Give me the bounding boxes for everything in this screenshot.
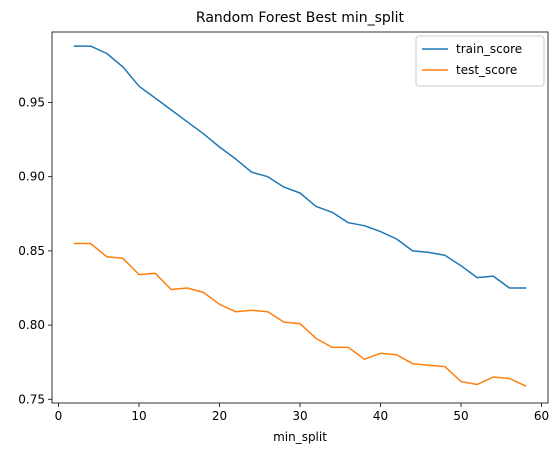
- x-tick-label: 20: [212, 409, 227, 423]
- x-tick-label: 50: [453, 409, 468, 423]
- x-axis: 0 10 20 30 40 50 60: [55, 403, 549, 423]
- x-tick-label: 0: [55, 409, 63, 423]
- plot-frame: [51, 31, 549, 404]
- legend-label: test_score: [456, 63, 517, 77]
- x-tick-label: 60: [534, 409, 549, 423]
- chart-title: Random Forest Best min_split: [196, 10, 405, 26]
- x-tick-label: 40: [373, 409, 388, 423]
- y-tick-label: 0.80: [18, 318, 45, 332]
- legend-label: train_score: [456, 42, 522, 56]
- series-line-train-score: [73, 45, 527, 289]
- legend: train_score test_score: [415, 35, 545, 87]
- y-tick-label: 0.75: [18, 392, 45, 406]
- x-tick-label: 10: [131, 409, 146, 423]
- series-line-test-score: [73, 242, 527, 387]
- y-tick-label: 0.90: [18, 170, 45, 184]
- y-tick-label: 0.95: [18, 95, 45, 109]
- y-axis: 0.75 0.80 0.85 0.90 0.95: [18, 95, 52, 406]
- x-axis-title: min_split: [273, 430, 327, 444]
- y-tick-label: 0.85: [18, 244, 45, 258]
- x-tick-label: 30: [292, 409, 307, 423]
- series-layer: [73, 45, 527, 387]
